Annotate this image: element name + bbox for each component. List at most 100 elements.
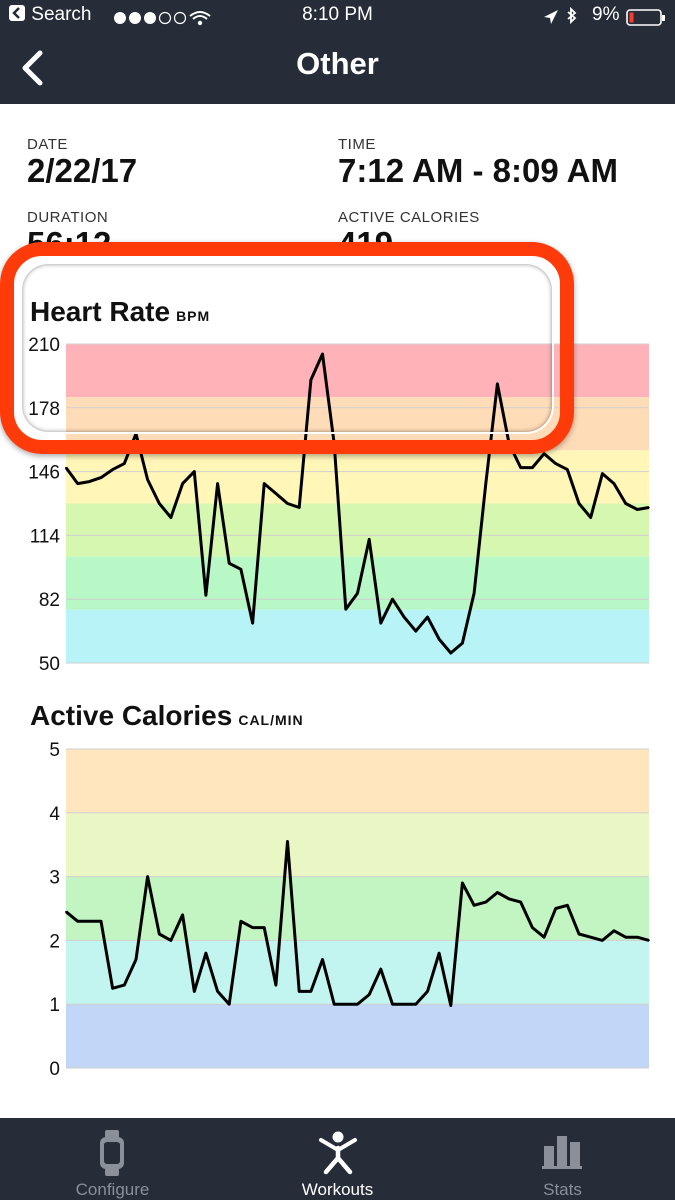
heart-rate-data-point [251,622,254,624]
active-calories-data-point [473,904,475,907]
heart-rate-data-point [473,592,475,595]
heart-rate-data-point [519,466,522,469]
heart-rate-unit: BPM [176,308,211,324]
active-calories-data-point [135,958,137,961]
heart-rate-data-point [158,502,161,505]
active-calories-data-point [310,990,312,993]
heart-rate-data-point [193,470,196,473]
time-value: 7:12 AM - 8:09 AM [338,152,618,189]
active-calories-zone-band [66,1004,649,1068]
heart-rate-title: Heart Rate BPM [30,296,210,328]
running-person-icon [319,1131,357,1175]
heart-rate-data-point [345,608,347,610]
active-calories-data-point [415,1003,417,1005]
heart-rate-zone-band [66,609,649,663]
heart-rate-y-tick-label: 114 [30,526,61,547]
active-calories-data-point [333,1003,335,1005]
active-calories-data-point [123,984,126,986]
active-calories-zone-band [66,876,649,941]
heart-rate-data-point [484,482,487,485]
heart-rate-data-point [426,616,429,618]
active-calories-data-point [111,987,114,990]
heart-rate-data-point [391,598,394,600]
status-time: 8:10 PM [302,4,373,25]
heart-rate-data-point [566,468,569,471]
tab-stats[interactable]: Stats [450,1120,675,1200]
active-calories-data-point [181,914,184,916]
tab-workouts[interactable]: Workouts [225,1120,450,1200]
heart-rate-data-point [65,466,67,469]
heart-rate-data-point [123,462,126,465]
active-calories-data-point [158,933,161,935]
active-calories-data-point [426,990,429,993]
heart-rate-data-point [543,452,545,455]
active-calories-y-tick-label: 1 [49,995,60,1016]
active-calories-chart-title: Active Calories CAL/MIN [30,700,304,732]
active-calories-data-point [368,993,370,996]
active-calories-data-point [531,926,534,929]
heart-rate-data-point [88,480,91,483]
heart-rate-data-point [368,538,370,541]
heart-rate-data-point [589,516,592,519]
active-calories-data-point [146,875,149,878]
heart-rate-data-point [100,476,102,479]
active-calories-zone-band [66,940,649,1005]
heart-rate-data-point [181,482,184,485]
heart-rate-y-tick-label: 146 [28,463,60,484]
active-calories-y-tick-label: 5 [49,740,60,761]
heart-rate-data-point [415,630,417,632]
navigation-bar: Search 8:10 PM 9% Other [0,0,675,104]
date-label: DATE [27,136,68,153]
heart-rate-data-point [613,482,615,485]
active-calories-unit: CAL/MIN [238,712,304,728]
heart-rate-data-point [648,506,650,509]
heart-rate-data-point [356,592,359,595]
active-calories-chart: 5 4 3 2 1 0 [49,740,650,1080]
active-calories-data-point [461,882,464,884]
back-arrow-small-icon [9,5,25,21]
active-calories-data-point [263,926,266,929]
active-calories-data-point [554,907,557,910]
status-back-label: Search [31,4,92,25]
active-calories-data-point [76,920,79,923]
heart-rate-data-point [554,462,557,465]
heart-rate-data-point [531,466,534,469]
active-calories-data-point [449,1004,452,1007]
page-title: Other [296,46,379,81]
highlight-inner-border [20,262,554,434]
active-calories-data-point [601,939,604,942]
active-calories-data-point [403,1003,405,1005]
location-and-bluetooth-icon [544,7,577,25]
active-calories-data-point [578,933,580,935]
time-label: TIME [338,136,376,153]
date-value: 2/22/17 [27,152,138,189]
tab-workouts-label: Workouts [301,1180,374,1199]
active-calories-data-point [613,930,615,932]
highlight-annotation [0,242,574,454]
heart-rate-data-point [321,353,324,355]
heart-rate-data-point [205,594,207,597]
status-back-to-app[interactable]: Search [8,4,91,26]
heart-rate-data-point [403,616,405,618]
active-calories-label: ACTIVE CALORIES [338,209,480,226]
heart-rate-data-point [146,478,149,481]
active-calories-data-point [636,936,639,939]
battery-icon [626,9,665,26]
heart-rate-data-point [310,379,312,381]
active-calories-data-point [205,952,207,954]
heart-rate-data-point [76,482,79,485]
duration-label: DURATION [27,209,109,226]
active-calories-data-point [356,1003,359,1005]
active-calories-data-point [251,926,254,929]
active-calories-data-point [286,840,289,843]
heart-rate-data-point [578,502,580,505]
active-calories-data-point [484,901,487,903]
active-calories-y-tick-label: 3 [49,868,60,889]
active-calories-data-point [65,910,67,913]
tab-configure[interactable]: Configure [0,1120,225,1200]
back-chevron-icon[interactable] [18,50,46,86]
active-calories-data-point [391,1003,394,1005]
active-calories-title-text: Active Calories [30,700,233,731]
heart-rate-data-point [263,482,266,485]
heart-rate-data-point [216,482,219,485]
